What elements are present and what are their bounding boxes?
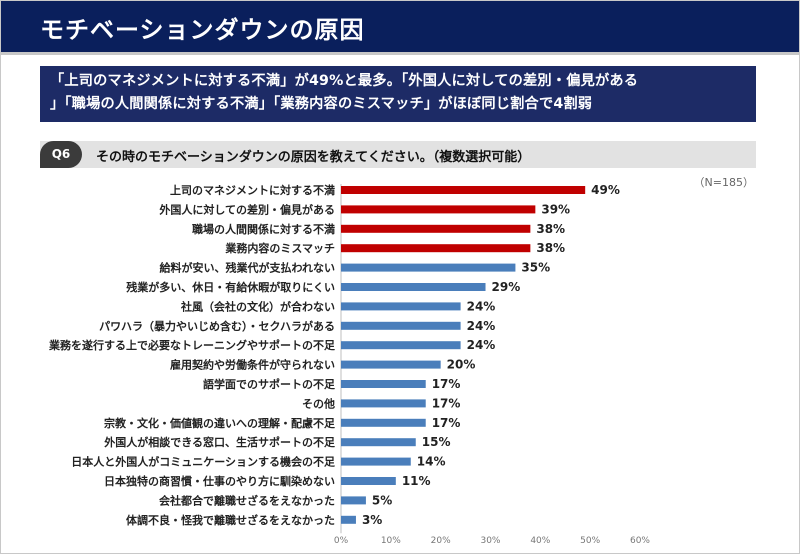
value-label: 3% (362, 513, 382, 527)
category-label: 業務を遂行する上で必要なトレーニングやサポートの不足 (48, 338, 336, 352)
x-tick-label: 0% (334, 536, 349, 546)
bar (341, 263, 516, 272)
headline-box: 「上司のマネジメントに対する不満」が49%と最多。「外国人に対しての差別・偏見が… (40, 66, 756, 122)
bar (341, 321, 461, 330)
category-label: 外国人に対しての差別・偏見がある (158, 202, 335, 216)
value-label: 39% (541, 202, 570, 216)
headline-line-1: 「上司のマネジメントに対する不満」が49%と最多。「外国人に対しての差別・偏見が… (50, 73, 639, 89)
category-label: 日本人と外国人がコミュニケーションする機会の不足 (71, 455, 336, 469)
bar (341, 302, 461, 311)
bar (341, 515, 356, 524)
value-label: 24% (467, 319, 496, 333)
value-label: 15% (422, 435, 451, 449)
category-label: その他 (302, 396, 335, 410)
category-label: 雇用契約や労働条件が守られない (170, 358, 335, 372)
category-label: 日本独特の商習慣・仕事のやり方に馴染めない (104, 474, 335, 488)
x-tick-label: 40% (530, 536, 550, 546)
page-title: モチベーションダウンの原因 (40, 16, 365, 44)
value-label: 14% (417, 455, 446, 469)
bar (341, 186, 586, 194)
category-label: 社風（会社の文化）が合わない (180, 299, 335, 313)
bar (341, 496, 366, 505)
bar (341, 380, 426, 388)
category-label: 宗教・文化・価値観の違いへの理解・配慮不足 (104, 416, 336, 430)
question-badge: Q6 (40, 141, 82, 168)
category-label: 体調不良・怪我で離職せざるをえなかった (126, 513, 335, 527)
value-label: 24% (467, 299, 496, 313)
value-label: 20% (447, 358, 476, 372)
bar (341, 399, 426, 408)
bar (341, 283, 486, 291)
bar (341, 205, 536, 214)
bar (341, 341, 461, 350)
x-tick-label: 10% (381, 536, 401, 546)
category-label: 語学面でのサポートの不足 (203, 377, 336, 391)
header-bar: モチベーションダウンの原因 (0, 0, 800, 55)
category-label: 残業が多い、休日・有給休暇が取りにくい (126, 280, 335, 294)
value-label: 35% (521, 261, 550, 275)
x-tick-label: 30% (480, 536, 500, 546)
category-label: 業務内容のミスマッチ (224, 241, 335, 255)
value-label: 29% (492, 280, 521, 294)
question-bar: Q6 その時のモチベーションダウンの原因を教えてください。（複数選択可能） (40, 141, 756, 168)
x-tick-label: 50% (580, 536, 600, 546)
value-label: 17% (432, 377, 461, 391)
value-label: 17% (432, 416, 461, 430)
category-label: 職場の人間関係に対する不満 (192, 222, 335, 236)
bar (341, 477, 396, 485)
bar (341, 360, 441, 369)
question-text: その時のモチベーションダウンの原因を教えてください。（複数選択可能） (96, 150, 531, 165)
value-label: 49% (591, 183, 620, 197)
x-tick-label: 20% (431, 536, 451, 546)
value-label: 17% (432, 396, 461, 410)
bar (341, 457, 411, 466)
value-label: 38% (536, 222, 565, 236)
category-label: パワハラ（暴力やいじめ含む）・セクハラがある (99, 319, 335, 333)
bar (341, 244, 531, 253)
headline-line-2: 」「職場の人間関係に対する不満」「業務内容のミスマッチ」がほぼ同じ割合で4割弱 (50, 96, 593, 112)
value-label: 5% (372, 493, 392, 507)
category-label: 外国人が相談できる窓口、生活サポートの不足 (103, 435, 336, 449)
bar (341, 224, 531, 233)
bar (341, 438, 416, 447)
value-label: 11% (402, 474, 431, 488)
category-label: 会社都合で離職せざるをえなかった (159, 493, 335, 507)
category-label: 上司のマネジメントに対する不満 (170, 183, 335, 197)
category-label: 給料が安い、残業代が支払われない (160, 261, 335, 275)
x-tick-label: 60% (630, 536, 650, 546)
value-label: 24% (467, 338, 496, 352)
sample-size-label: （N=185） (693, 176, 754, 189)
bar (341, 418, 426, 427)
value-label: 38% (536, 241, 565, 255)
